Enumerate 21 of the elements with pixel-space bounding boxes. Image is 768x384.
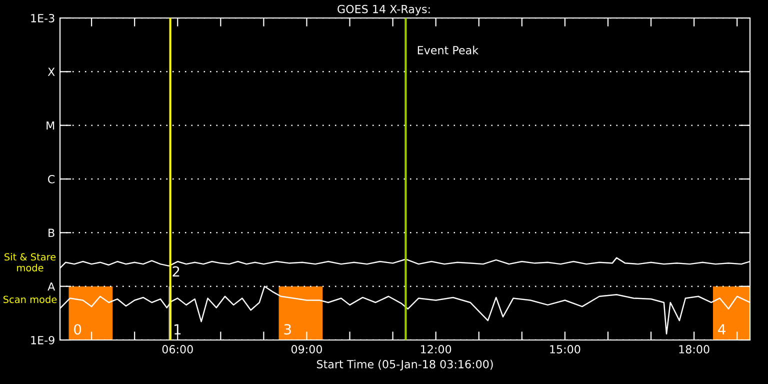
x-tick-label: 12:00: [421, 345, 452, 354]
y-tick-label: 1E-3: [31, 14, 54, 22]
x-tick-label: 06:00: [162, 345, 193, 354]
x-axis-title: Start Time (05-Jan-18 03:16:00): [316, 360, 493, 370]
x-tick-label: 15:00: [550, 345, 580, 354]
ref-line-label: Event Peak: [418, 46, 479, 54]
band-label: 0: [74, 324, 82, 335]
series-label: Sit & Stare mode: [4, 253, 56, 272]
x-tick-label: 09:00: [291, 345, 322, 354]
band-label: 4: [718, 324, 726, 334]
y-tick-label: C: [48, 174, 55, 184]
y-tick-label: 1E-9: [31, 336, 54, 344]
band-label: 3: [284, 324, 291, 335]
series-label: Scan mode: [3, 296, 57, 304]
y-tick-label: B: [48, 228, 54, 237]
y-tick-label: M: [46, 121, 54, 130]
annotation: 2: [172, 266, 180, 277]
y-tick-label: A: [48, 282, 56, 291]
x-tick-label: 18:00: [679, 345, 710, 354]
y-tick-label: X: [48, 68, 55, 76]
chart-title: GOES 14 X-Rays:: [338, 4, 430, 16]
